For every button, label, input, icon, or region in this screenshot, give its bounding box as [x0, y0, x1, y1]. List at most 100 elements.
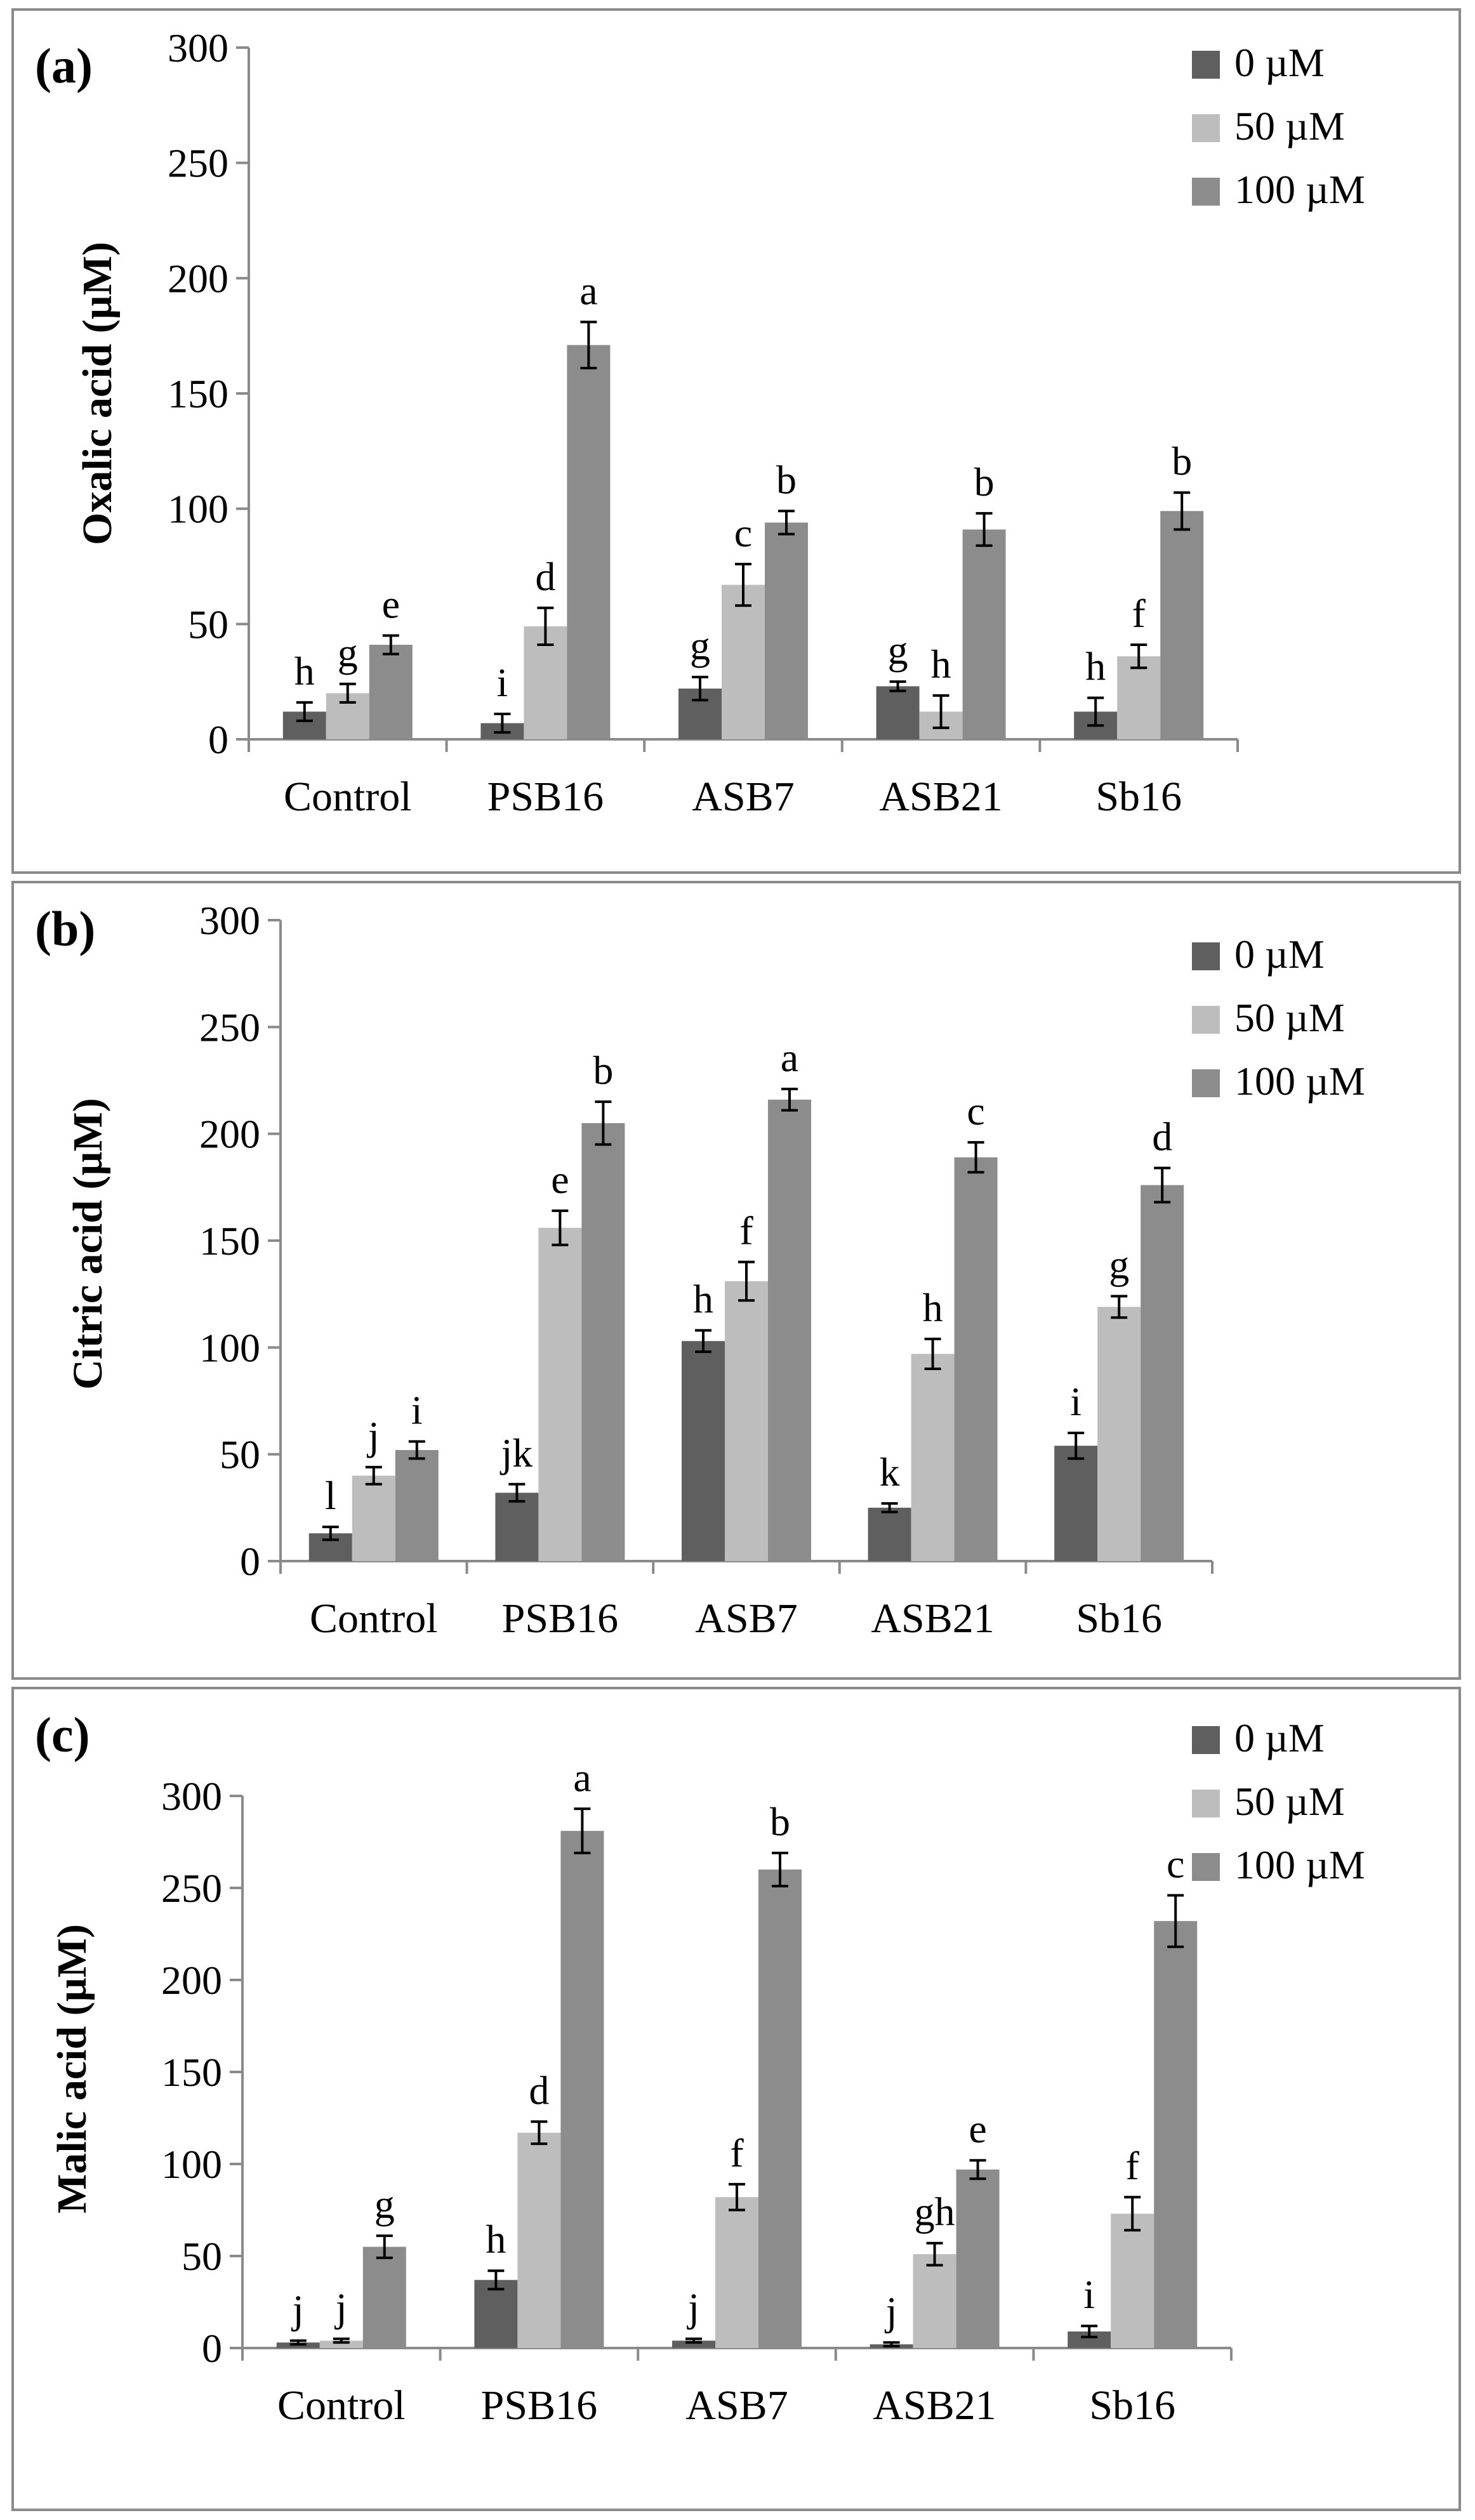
significance-letter: h	[1085, 644, 1106, 689]
significance-letter: f	[1132, 591, 1146, 636]
bar-sb16-series-2	[1154, 1921, 1198, 2348]
error-bar	[1068, 1432, 1085, 1460]
legend-label: 100 µM	[1234, 167, 1365, 212]
error-bar	[531, 2120, 548, 2146]
significance-letter: gh	[915, 2189, 955, 2234]
x-tick-label: Control	[310, 1595, 438, 1642]
error-bar	[969, 2159, 986, 2180]
bar-psb16-series-1	[517, 2132, 561, 2348]
y-tick-label: 100	[199, 1325, 260, 1370]
error-bar	[382, 634, 399, 656]
chart-panel-3: (c) 0 50 100 150 200 250 300 Malic acid (µM) Cont…	[11, 1687, 1461, 2511]
significance-letter: b	[776, 457, 797, 502]
significance-letter: a	[573, 1755, 591, 1800]
bar-control-series-2	[369, 645, 413, 739]
significance-letter: j	[885, 2288, 897, 2333]
legend-label: 0 µM	[1234, 40, 1325, 85]
y-tick-label: 0	[208, 717, 228, 762]
x-tick-label: ASB21	[873, 2382, 996, 2429]
significance-letter: f	[739, 1208, 753, 1253]
significance-letter: e	[382, 582, 400, 627]
significance-letter: f	[1126, 2143, 1140, 2188]
y-axis-title: Citric acid (µM)	[65, 1098, 111, 1390]
x-tick-label: ASB21	[879, 774, 1002, 820]
significance-letter: d	[1152, 1114, 1172, 1159]
y-axis-title: Malic acid (µM)	[49, 1924, 95, 2213]
error-bar	[738, 1260, 755, 1302]
error-bar	[1124, 2196, 1141, 2232]
y-tick-label: 200	[199, 1112, 260, 1157]
y-tick-label: 250	[168, 141, 228, 186]
bar-asb21-series-0	[868, 1507, 911, 1561]
legend-label: 100 µM	[1234, 1842, 1365, 1887]
error-bar	[778, 510, 795, 536]
y-tick-label: 50	[220, 1432, 260, 1477]
panel-label: (c)	[35, 1707, 90, 1762]
x-tick-label: Sb16	[1095, 774, 1182, 820]
bar-control-series-1	[319, 2340, 363, 2348]
x-tick-label: Sb16	[1089, 2382, 1175, 2429]
legend-label: 50 µM	[1234, 103, 1345, 148]
significance-letter: g	[1109, 1243, 1129, 1288]
error-bar	[889, 680, 906, 692]
error-bar	[365, 1465, 382, 1486]
bar-sb16-series-1	[1111, 2213, 1154, 2348]
y-tick-label: 200	[161, 1958, 222, 2003]
error-bar	[772, 1851, 788, 1888]
error-bar	[574, 1807, 591, 1854]
bar-psb16-series-2	[560, 1831, 604, 2348]
significance-letter: d	[529, 2068, 549, 2113]
legend-swatch	[1192, 1006, 1220, 1034]
error-bar	[1154, 1166, 1171, 1204]
y-tick-label: 50	[182, 2234, 222, 2279]
error-bar	[494, 713, 511, 734]
significance-letter: b	[1172, 439, 1192, 484]
y-tick-label: 200	[168, 256, 228, 301]
error-bar	[552, 1209, 569, 1246]
legend-label: 100 µM	[1234, 1059, 1365, 1104]
y-tick-label: 100	[161, 2142, 222, 2187]
significance-letter: c	[1167, 1842, 1184, 1887]
error-bar	[1174, 491, 1191, 531]
y-tick-label: 150	[161, 2050, 222, 2095]
error-bar	[580, 320, 597, 370]
panel-frame	[11, 8, 1461, 874]
significance-letter: jk	[500, 1430, 533, 1475]
y-tick-label: 50	[188, 602, 228, 647]
error-bar	[692, 675, 708, 702]
significance-letter: i	[1070, 1379, 1081, 1424]
error-bar	[685, 2337, 702, 2344]
significance-letter: h	[931, 642, 951, 687]
significance-letter: h	[923, 1285, 943, 1330]
significance-letter: b	[593, 1048, 613, 1093]
error-bar	[339, 682, 356, 704]
bar-asb21-series-2	[956, 2169, 1000, 2348]
significance-letter: h	[693, 1276, 713, 1321]
error-bar	[1167, 1894, 1184, 1948]
significance-letter: j	[687, 2285, 699, 2330]
significance-letter: g	[690, 623, 710, 668]
significance-letter: l	[325, 1473, 336, 1518]
panel-label: (b)	[35, 901, 95, 956]
x-tick-label: PSB16	[481, 2382, 597, 2429]
legend-swatch	[1192, 942, 1220, 970]
legend-label: 50 µM	[1234, 1779, 1345, 1824]
x-tick-label: ASB7	[685, 2382, 788, 2429]
legend-swatch	[1192, 114, 1220, 142]
bar-psb16-series-0	[495, 1493, 539, 1561]
error-bar	[508, 1482, 526, 1503]
bar-psb16-series-2	[581, 1123, 625, 1561]
error-bar	[729, 2182, 745, 2212]
panel-frame	[11, 881, 1461, 1680]
bar-asb21-series-2	[954, 1157, 998, 1561]
x-tick-label: Control	[284, 774, 412, 820]
significance-letter: j	[291, 2286, 304, 2332]
x-tick-label: PSB16	[487, 774, 604, 820]
significance-letter: k	[880, 1449, 900, 1494]
y-tick-label: 150	[199, 1218, 260, 1263]
error-bar	[926, 2241, 943, 2267]
bar-psb16-series-0	[474, 2279, 518, 2348]
y-tick-label: 300	[161, 1774, 222, 1819]
x-tick-label: Control	[277, 2382, 406, 2429]
